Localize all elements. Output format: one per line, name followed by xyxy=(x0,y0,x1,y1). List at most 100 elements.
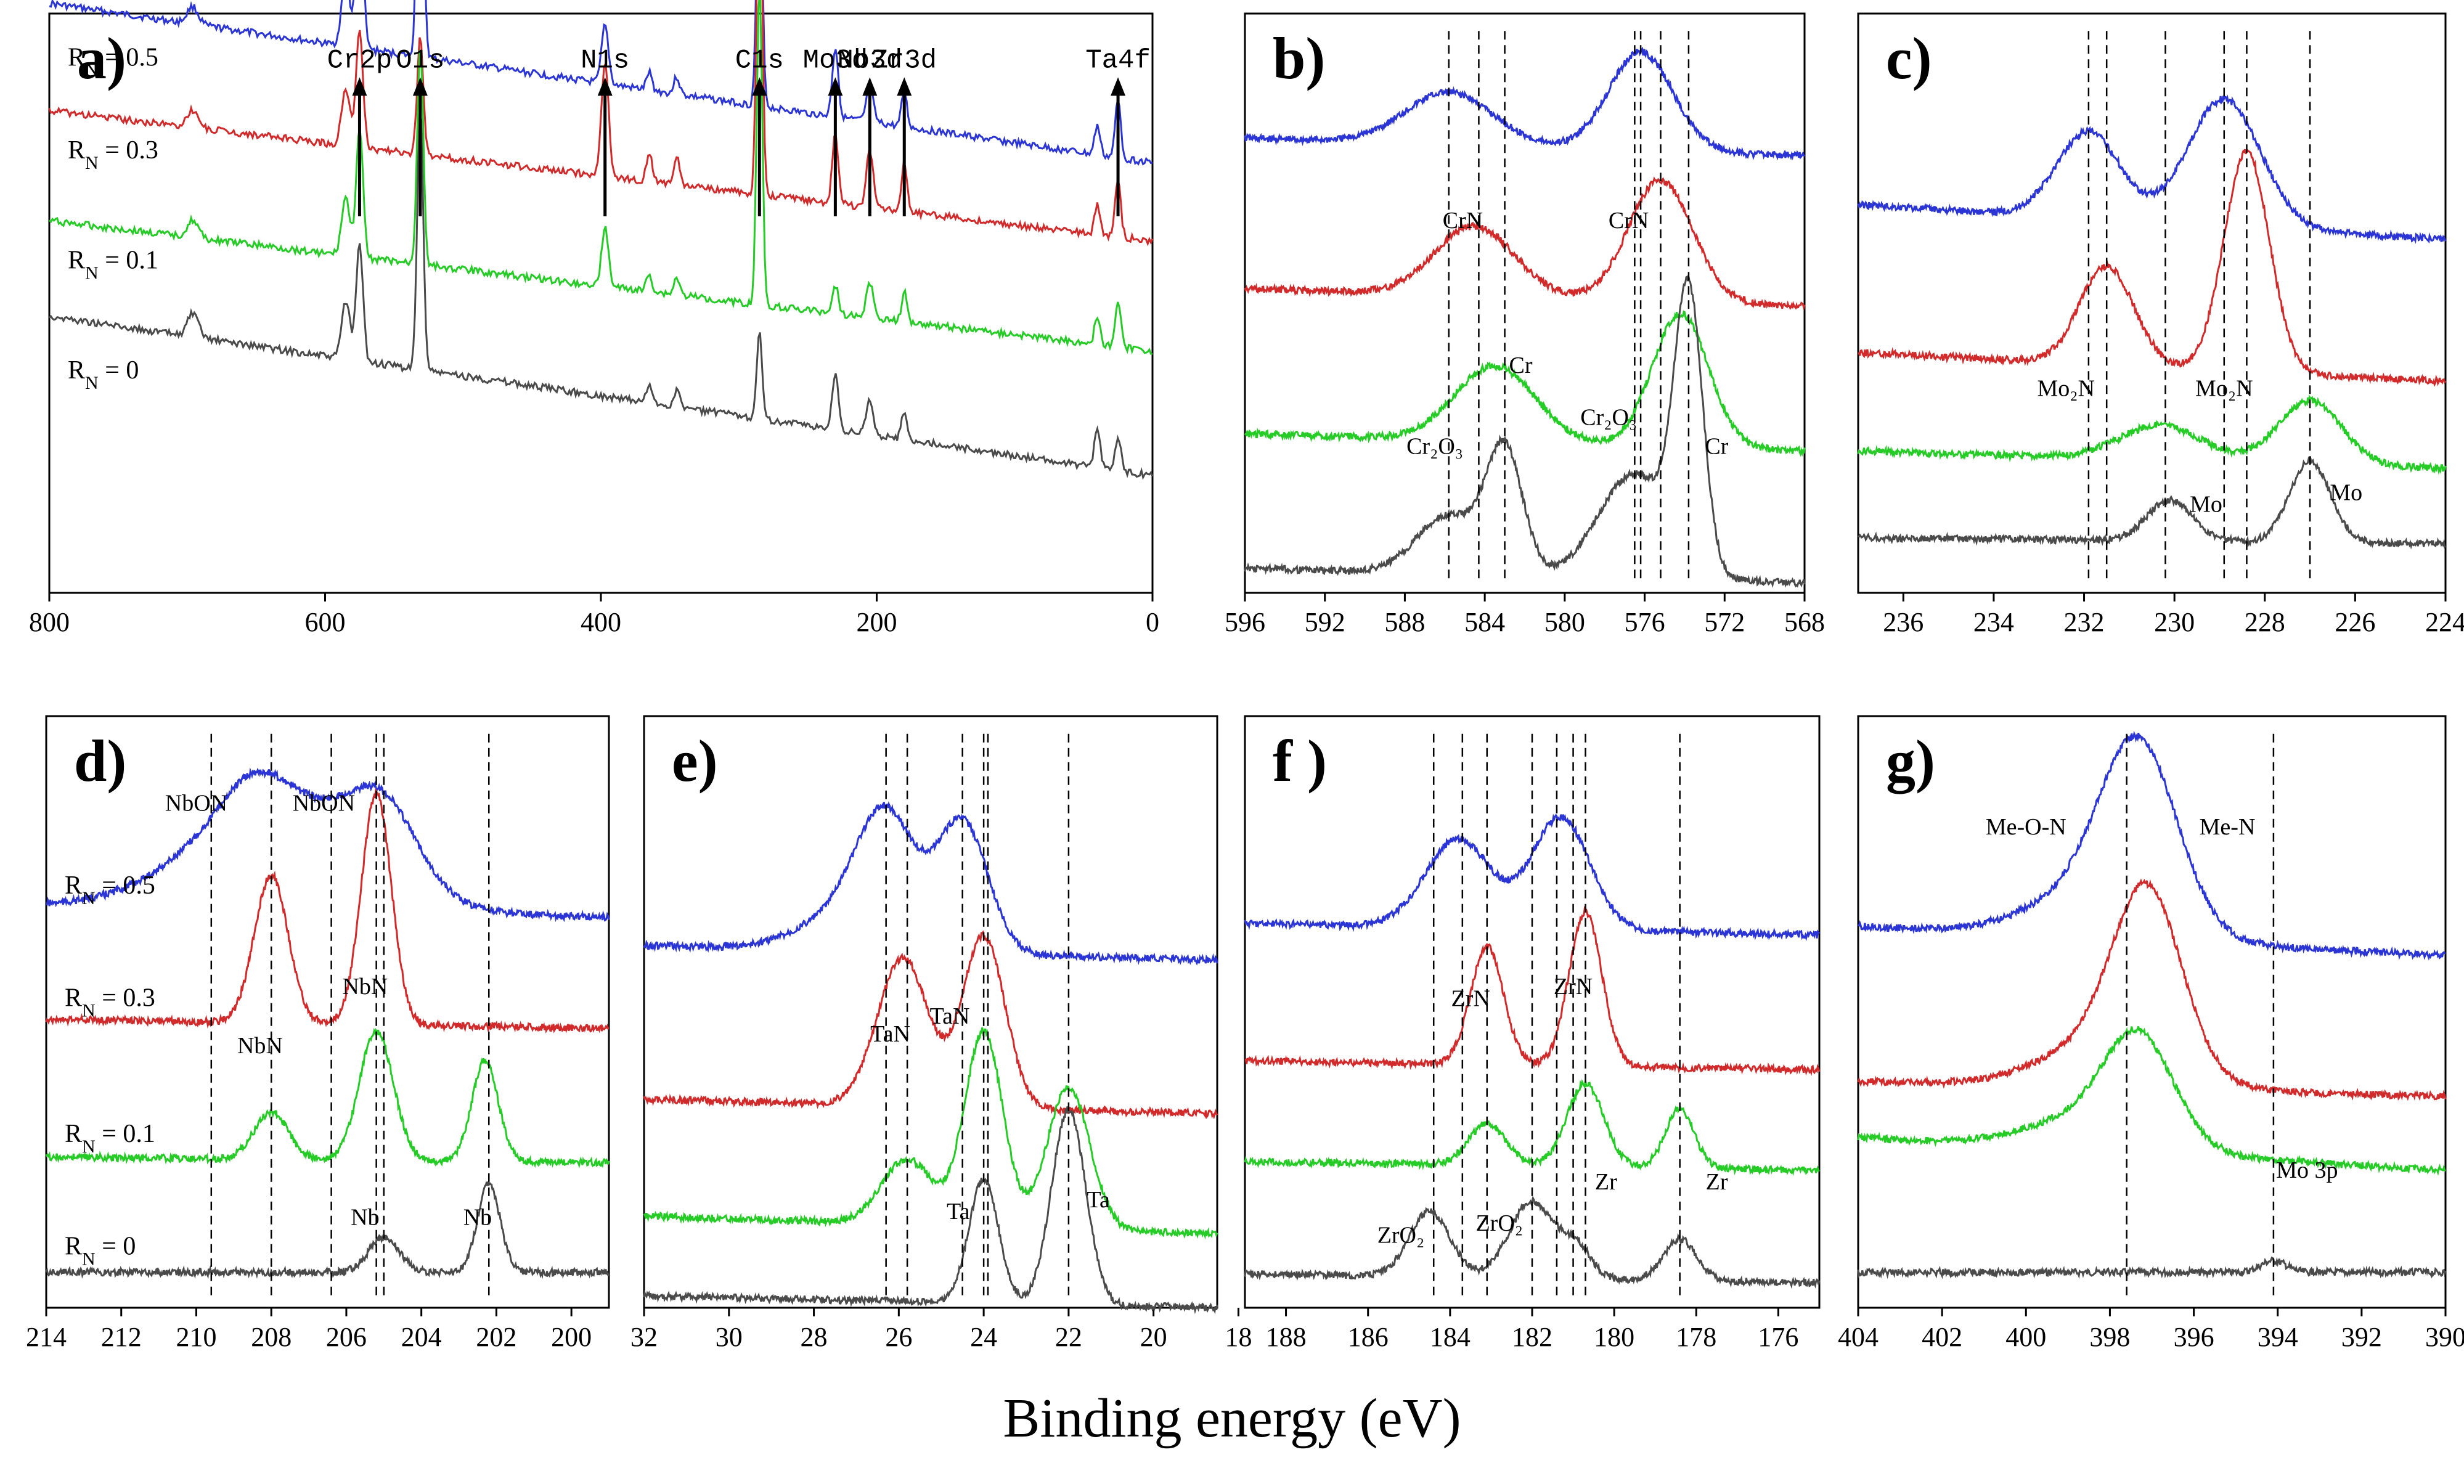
x-tick-label: 208 xyxy=(251,1322,292,1352)
x-tick-label: 576 xyxy=(1625,607,1665,637)
panel-frame xyxy=(45,715,610,1309)
x-tick-label: 592 xyxy=(1305,607,1345,637)
series-RN_0-1 xyxy=(1857,394,2447,475)
peak-label: Mo₂N xyxy=(2195,375,2253,401)
arrow-head xyxy=(1111,77,1126,96)
peak-label: Cr2p xyxy=(327,45,393,76)
x-tick-label: 230 xyxy=(2154,607,2195,637)
peak-label: Cr₂O₃ xyxy=(1406,433,1463,459)
x-tick-label: 234 xyxy=(1973,607,2014,637)
x-tick-label: 232 xyxy=(2064,607,2105,637)
panel-label: a) xyxy=(77,25,126,91)
x-tick-label: 402 xyxy=(1922,1322,1962,1352)
x-tick-label: 188 xyxy=(1266,1322,1307,1352)
x-tick-label: 396 xyxy=(2174,1322,2214,1352)
series-RN_0 xyxy=(1244,275,1806,589)
series-RN_0-3 xyxy=(643,930,1218,1120)
panel-frame xyxy=(1857,12,2447,594)
peak-label: Ta xyxy=(947,1199,970,1225)
series-RN_0-3 xyxy=(45,788,610,1034)
peak-label: ZrN xyxy=(1451,985,1490,1011)
series-label: RN = 0 xyxy=(68,356,139,393)
series-label: RN = 0.1 xyxy=(68,247,158,283)
peak-label: CrN xyxy=(1443,208,1483,234)
peak-label: ZrO₂ xyxy=(1377,1222,1425,1248)
series-RN_0-5 xyxy=(1857,94,2447,244)
x-tick-label: 400 xyxy=(2005,1322,2046,1352)
panel-e: 32 30 28 26 24 22 20 18 e) TaN TaN Ta Ta xyxy=(630,715,1252,1352)
x-tick-label: 22 xyxy=(1055,1322,1082,1352)
series-label: RN = 0.3 xyxy=(68,136,158,173)
series-RN_0 xyxy=(1857,1256,2447,1279)
peak-label: NbON xyxy=(293,791,355,817)
panel-label: c) xyxy=(1886,25,1932,91)
x-tick-label: 32 xyxy=(630,1322,658,1352)
x-tick-label: 28 xyxy=(801,1322,828,1352)
x-tick-label: 200 xyxy=(857,607,897,637)
arrow-head xyxy=(352,77,367,96)
arrow-head xyxy=(412,77,428,96)
peak-label: Nb xyxy=(351,1205,379,1231)
peak-label: Cr xyxy=(1509,353,1533,378)
series-RN_0 xyxy=(48,113,1154,480)
x-tick-label: 568 xyxy=(1784,607,1825,637)
x-tick-label: 394 xyxy=(2258,1322,2298,1352)
peak-label: Mo 3p xyxy=(2276,1157,2338,1183)
arrow-head xyxy=(828,77,843,96)
peak-label: O1s xyxy=(396,45,444,76)
x-tick-label: 580 xyxy=(1544,607,1585,637)
peak-label: NbON xyxy=(165,791,227,817)
x-tick-label: 26 xyxy=(885,1322,912,1352)
peak-label: N1s xyxy=(581,45,629,76)
peak-label: Mo3d xyxy=(803,45,868,76)
arrow-head xyxy=(597,77,613,96)
series-RN_0-1 xyxy=(45,1027,610,1169)
x-tick-label: 588 xyxy=(1384,607,1425,637)
x-tick-label: 0 xyxy=(1146,607,1159,637)
peak-label: Nb xyxy=(463,1205,492,1231)
series-RN_0-3 xyxy=(1857,878,2447,1101)
peak-label: Cr₂O₃ xyxy=(1580,404,1637,430)
arrow-head xyxy=(752,77,767,96)
x-tick-label: 226 xyxy=(2335,607,2375,637)
panel-frame xyxy=(643,715,1218,1309)
panel-frame xyxy=(1857,715,2447,1309)
x-tick-label: 176 xyxy=(1758,1322,1798,1352)
panel-g: 404 402 400 398 396 394 392 390 g) Me-O-N Me-N Mo 3… xyxy=(1838,715,2464,1352)
peak-label: Zr xyxy=(1595,1169,1617,1195)
peak-label: Mo₂N xyxy=(2037,375,2094,401)
x-tick-label: 20 xyxy=(1140,1322,1167,1352)
series-label: RN = 0.5 xyxy=(65,871,155,908)
panel-frame xyxy=(1244,12,1806,594)
panel-label: d) xyxy=(74,728,126,794)
series-RN_0 xyxy=(45,1181,610,1279)
series-RN_0-3 xyxy=(1858,149,2447,387)
x-tick-label: 210 xyxy=(176,1322,216,1352)
peak-label: C1s xyxy=(735,45,784,76)
series-RN_0-1 xyxy=(1857,1026,2446,1176)
x-tick-label: 572 xyxy=(1704,607,1745,637)
x-tick-label: 212 xyxy=(101,1322,142,1352)
series-RN_0-5 xyxy=(643,801,1218,966)
x-tick-label: 228 xyxy=(2245,607,2285,637)
x-tick-label: 392 xyxy=(2341,1322,2382,1352)
arrow-head xyxy=(897,77,912,96)
panel-label: e) xyxy=(672,728,718,794)
series-RN_0-3 xyxy=(48,0,1154,247)
panel-label: b) xyxy=(1273,25,1325,91)
peak-label: TaN xyxy=(870,1021,910,1047)
x-tick-label: 390 xyxy=(2425,1322,2464,1352)
series-label: RN = 0.3 xyxy=(65,984,155,1021)
panel-f: 188 186 184 182 180 178 176 f ) ZrN ZrN Zr Zr ZrO₂ Zr… xyxy=(1244,715,1821,1352)
x-tick-label: 404 xyxy=(1838,1322,1879,1352)
series-RN_0-1 xyxy=(49,0,1153,355)
series-RN_0 xyxy=(1858,455,2447,550)
x-tick-label: 30 xyxy=(716,1322,743,1352)
x-tick-label: 206 xyxy=(326,1322,367,1352)
panel-c: 236 234 232 230 228 226 224 c) Mo₂N Mo₂N Mo Mo xyxy=(1857,12,2464,637)
series-RN_0-5 xyxy=(46,767,610,923)
series-RN_0-1 xyxy=(643,1027,1218,1240)
x-tick-label: 18 xyxy=(1225,1322,1252,1352)
